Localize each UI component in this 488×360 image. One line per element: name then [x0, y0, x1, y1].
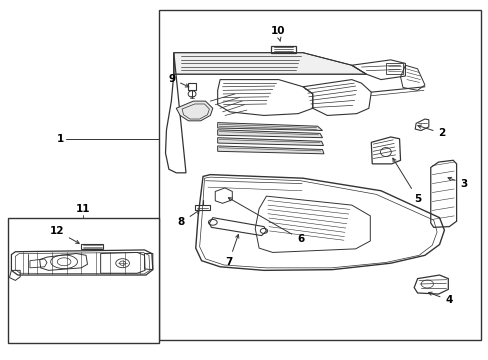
Text: 9: 9: [168, 74, 188, 87]
Text: 12: 12: [49, 226, 79, 243]
Polygon shape: [159, 10, 480, 339]
Polygon shape: [8, 218, 159, 343]
Text: 5: 5: [392, 158, 421, 204]
Text: 8: 8: [178, 210, 199, 227]
Text: 10: 10: [270, 26, 285, 41]
Polygon shape: [217, 146, 324, 154]
Polygon shape: [217, 130, 322, 138]
Polygon shape: [173, 53, 366, 74]
Text: 2: 2: [417, 125, 445, 138]
Text: 1: 1: [57, 134, 64, 144]
Polygon shape: [176, 101, 212, 121]
Text: 7: 7: [225, 235, 238, 267]
Text: 6: 6: [228, 198, 304, 244]
Text: 3: 3: [447, 177, 467, 189]
Polygon shape: [217, 123, 322, 131]
Text: 11: 11: [75, 204, 90, 214]
Polygon shape: [217, 138, 323, 145]
Text: 4: 4: [427, 292, 452, 305]
